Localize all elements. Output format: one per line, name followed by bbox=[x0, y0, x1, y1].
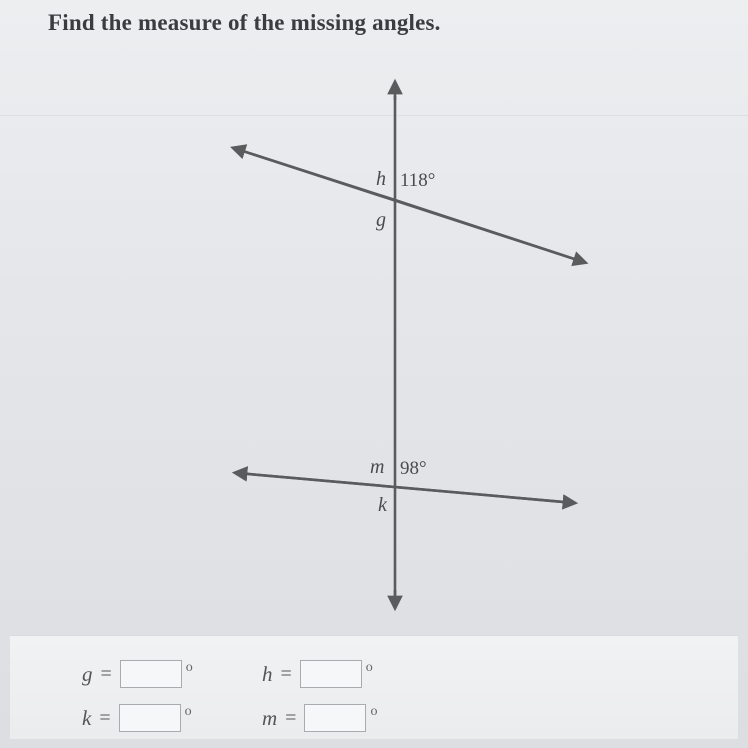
angle-value-118: 118° bbox=[400, 170, 435, 192]
degree-symbol: o bbox=[370, 704, 377, 720]
answer-row-k: k = o bbox=[82, 704, 192, 732]
degree-symbol: o bbox=[366, 660, 373, 676]
answer-row-g: g = o bbox=[82, 660, 193, 688]
answer-panel: g = o h = o k = o m = o bbox=[10, 635, 738, 739]
answer-row-m: m = o bbox=[262, 704, 377, 732]
angle-value-98: 98° bbox=[400, 458, 427, 480]
equals-sign: = bbox=[281, 663, 292, 686]
equals-sign: = bbox=[99, 707, 110, 730]
answer-row-h: h = o bbox=[262, 660, 373, 688]
angle-label-h: h bbox=[376, 168, 386, 191]
degree-symbol: o bbox=[185, 704, 192, 720]
equals-sign: = bbox=[101, 663, 112, 686]
angle-label-g: g bbox=[376, 209, 386, 232]
angle-label-m: m bbox=[370, 456, 384, 479]
input-m[interactable] bbox=[304, 704, 366, 732]
var-m: m bbox=[262, 706, 277, 731]
input-g[interactable] bbox=[120, 660, 182, 688]
var-g: g bbox=[82, 662, 93, 687]
var-h: h bbox=[262, 662, 273, 687]
degree-symbol: o bbox=[186, 660, 193, 676]
angle-label-k: k bbox=[378, 494, 387, 517]
input-h[interactable] bbox=[300, 660, 362, 688]
equals-sign: = bbox=[285, 707, 296, 730]
input-k[interactable] bbox=[119, 704, 181, 732]
var-k: k bbox=[82, 706, 91, 731]
page: Find the measure of the missing angles. … bbox=[0, 0, 748, 748]
